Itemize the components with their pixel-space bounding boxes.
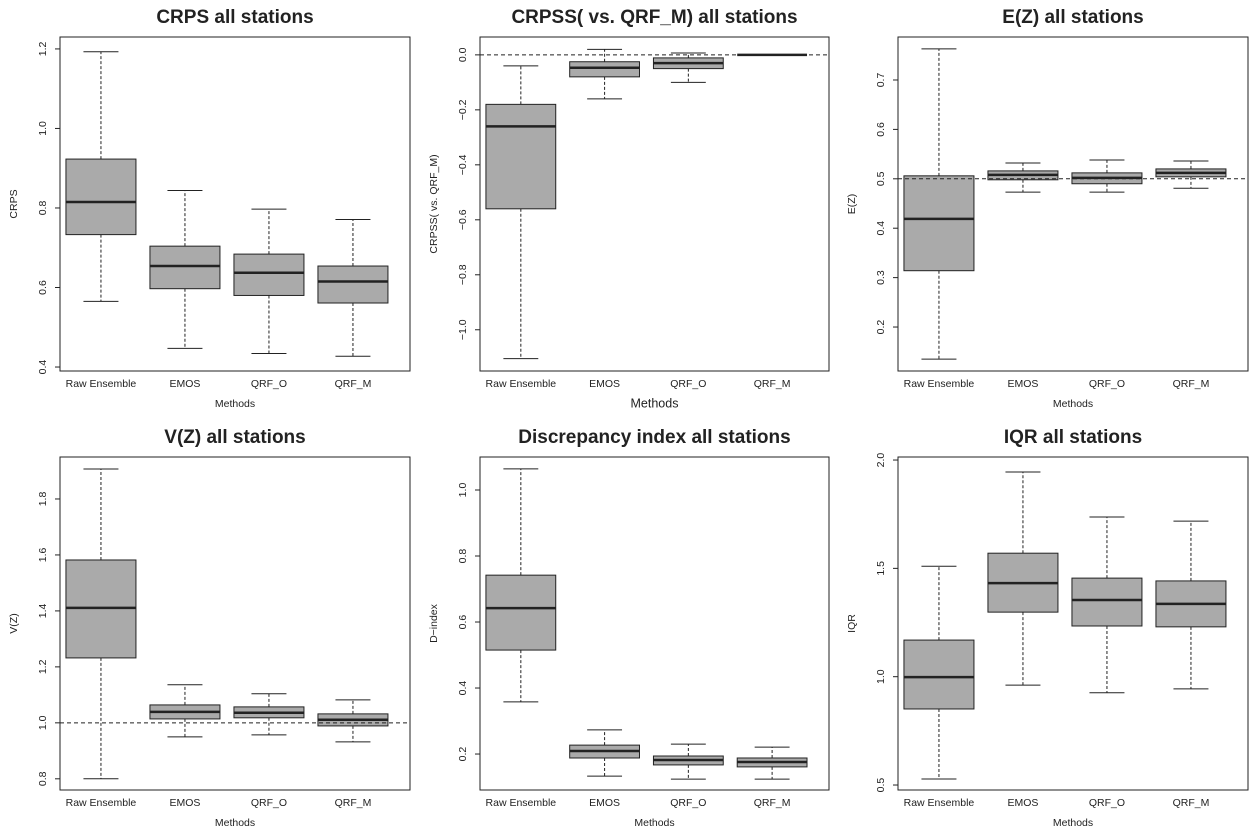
plot-frame: [479, 456, 830, 791]
x-tick-label: QRF_O: [1089, 797, 1125, 809]
x-tick-label: QRF_O: [1089, 378, 1125, 390]
x-tick-label: QRF_M: [1173, 378, 1210, 390]
x-tick-label: QRF_M: [335, 797, 372, 809]
plot-frame: [59, 456, 411, 791]
y-tick-label: 0.4: [457, 681, 469, 696]
x-axis-label: Methods: [215, 398, 255, 410]
y-tick-label: 0.6: [875, 122, 887, 137]
y-tick-label: 0.5: [875, 171, 887, 186]
y-tick-label: 0.2: [875, 320, 887, 335]
x-axis-label: Methods: [634, 817, 674, 828]
x-tick-label: EMOS: [589, 378, 620, 390]
y-tick-label: 2.0: [875, 453, 887, 468]
x-tick-label: EMOS: [589, 797, 620, 809]
box: [485, 103, 557, 210]
plot-frame: [897, 36, 1249, 372]
y-tick-label: 1.0: [37, 715, 49, 730]
y-tick-label: 1.0: [875, 669, 887, 684]
x-tick-label: QRF_O: [251, 378, 287, 390]
x-axis-label: Methods: [1053, 398, 1093, 410]
x-tick-label: Raw Ensemble: [486, 378, 557, 390]
y-tick-label: 1.8: [37, 492, 49, 507]
box: [1071, 577, 1143, 627]
chart-title: IQR all stations: [1004, 427, 1142, 448]
x-tick-label: Raw Ensemble: [904, 797, 975, 809]
chart-title: E(Z) all stations: [1002, 7, 1143, 28]
y-tick-label: 0.7: [875, 73, 887, 88]
y-tick-label: 0.0: [457, 47, 469, 62]
x-tick-label: Raw Ensemble: [66, 378, 137, 390]
box: [903, 639, 975, 710]
y-axis-label: D−index: [428, 603, 440, 643]
y-axis-label: CRPSS( vs. QRF_M): [428, 154, 440, 253]
plot-frame: [479, 36, 830, 372]
x-tick-label: QRF_O: [670, 378, 706, 390]
chart-title: CRPS all stations: [156, 7, 313, 28]
y-tick-label: −0.6: [457, 209, 469, 230]
x-axis-label: Methods: [215, 817, 255, 828]
y-tick-label: 1.6: [37, 547, 49, 562]
box: [569, 61, 640, 78]
y-tick-label: 1.2: [37, 41, 49, 56]
x-tick-label: Raw Ensemble: [66, 797, 137, 809]
y-tick-label: 0.8: [37, 771, 49, 786]
box: [149, 245, 221, 290]
x-tick-label: EMOS: [169, 797, 200, 809]
panel: CRPS all stations Methods CRPS Raw Ensemble…: [8, 7, 411, 410]
x-axis-label: Methods: [631, 396, 679, 410]
box: [233, 253, 305, 296]
y-axis-label: E(Z): [846, 194, 858, 214]
chart-title: Discrepancy index all stations: [518, 427, 790, 448]
x-tick-label: QRF_M: [335, 378, 372, 390]
y-tick-label: 1.0: [37, 121, 49, 136]
panel: CRPSS( vs. QRF_M) all stations Methods CRP…: [428, 7, 830, 410]
x-tick-label: EMOS: [1007, 378, 1038, 390]
x-tick-label: EMOS: [169, 378, 200, 390]
box: [65, 158, 137, 236]
y-tick-label: 0.2: [457, 747, 469, 762]
y-tick-label: 1.2: [37, 659, 49, 674]
box: [317, 265, 389, 304]
x-tick-label: QRF_M: [754, 378, 791, 390]
panel: V(Z) all stations Methods V(Z) Raw Ensemble…: [8, 427, 411, 828]
x-tick-label: Raw Ensemble: [486, 797, 557, 809]
y-tick-label: −1.0: [457, 319, 469, 340]
y-tick-label: 1.0: [457, 483, 469, 498]
x-tick-label: QRF_M: [1173, 797, 1210, 809]
panel: Discrepancy index all stations Methods D−i…: [428, 427, 830, 828]
panel: IQR all stations Methods IQR Raw Ensemble EM…: [846, 427, 1249, 828]
x-tick-label: QRF_O: [670, 797, 706, 809]
y-axis-label: IQR: [846, 614, 858, 633]
y-tick-label: 1.5: [875, 561, 887, 576]
plot-frame: [59, 36, 411, 372]
y-axis-label: V(Z): [8, 613, 20, 633]
y-tick-label: −0.4: [457, 154, 469, 175]
plot-frame: [897, 456, 1249, 791]
y-tick-label: 0.4: [37, 360, 49, 375]
box: [485, 574, 557, 651]
y-tick-label: −0.8: [457, 264, 469, 285]
y-tick-label: 0.3: [875, 270, 887, 285]
y-tick-label: 0.8: [37, 201, 49, 216]
chart-title: V(Z) all stations: [164, 427, 305, 448]
y-tick-label: −0.2: [457, 99, 469, 120]
y-tick-label: 0.6: [37, 280, 49, 295]
box: [903, 175, 975, 272]
y-tick-label: 0.5: [875, 778, 887, 793]
y-tick-label: 0.8: [457, 549, 469, 564]
y-tick-label: 1.4: [37, 603, 49, 618]
panel: E(Z) all stations Methods E(Z) Raw Ensemble…: [846, 7, 1249, 410]
y-tick-label: 0.4: [875, 221, 887, 236]
chart-title: CRPSS( vs. QRF_M) all stations: [511, 7, 797, 28]
x-tick-label: QRF_M: [754, 797, 791, 809]
y-tick-label: 0.6: [457, 615, 469, 630]
y-axis-label: CRPS: [8, 189, 20, 218]
x-tick-label: Raw Ensemble: [904, 378, 975, 390]
x-tick-label: EMOS: [1007, 797, 1038, 809]
x-tick-label: QRF_O: [251, 797, 287, 809]
x-axis-label: Methods: [1053, 817, 1093, 828]
